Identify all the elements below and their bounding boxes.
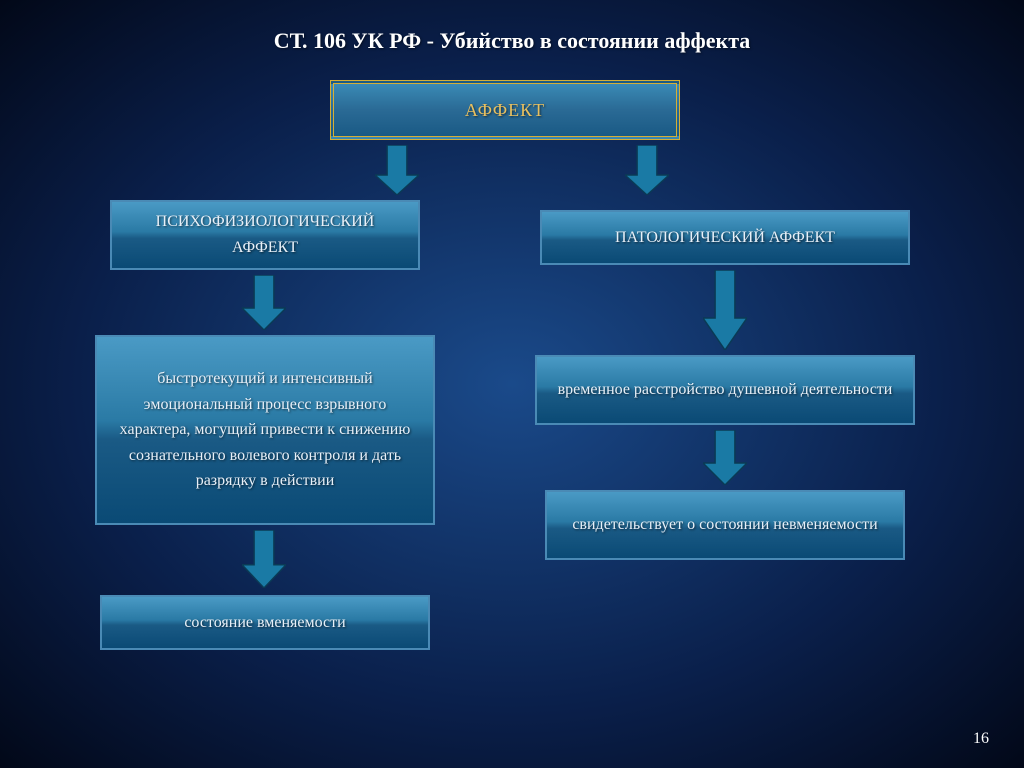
node-root: АФФЕКТ <box>330 80 680 140</box>
node-right1: ПАТОЛОГИЧЕСКИЙ АФФЕКТ <box>540 210 910 265</box>
node-left3: состояние вменяемости <box>100 595 430 650</box>
node-left3-label: состояние вменяемости <box>184 610 345 636</box>
arrow-icon <box>242 530 286 588</box>
node-right3-label: свидетельствует о состоянии невменяемост… <box>572 512 877 538</box>
node-right1-label: ПАТОЛОГИЧЕСКИЙ АФФЕКТ <box>615 225 835 251</box>
node-left2-label: быстротекущий и интенсивный эмоциональны… <box>109 366 421 494</box>
node-right3: свидетельствует о состоянии невменяемост… <box>545 490 905 560</box>
slide-title: СТ. 106 УК РФ - Убийство в состоянии афф… <box>0 0 1024 54</box>
node-right2-label: временное расстройство душевной деятельн… <box>558 377 893 403</box>
arrow-icon <box>703 270 747 350</box>
node-root-label: АФФЕКТ <box>465 100 545 121</box>
arrow-icon <box>375 145 419 195</box>
arrow-icon <box>703 430 747 485</box>
arrow-icon <box>625 145 669 195</box>
node-left1-label: ПСИХОФИЗИОЛОГИЧЕСКИЙ АФФЕКТ <box>124 209 406 260</box>
node-left2: быстротекущий и интенсивный эмоциональны… <box>95 335 435 525</box>
node-right2: временное расстройство душевной деятельн… <box>535 355 915 425</box>
arrow-icon <box>242 275 286 330</box>
page-number: 16 <box>973 730 989 748</box>
node-left1: ПСИХОФИЗИОЛОГИЧЕСКИЙ АФФЕКТ <box>110 200 420 270</box>
